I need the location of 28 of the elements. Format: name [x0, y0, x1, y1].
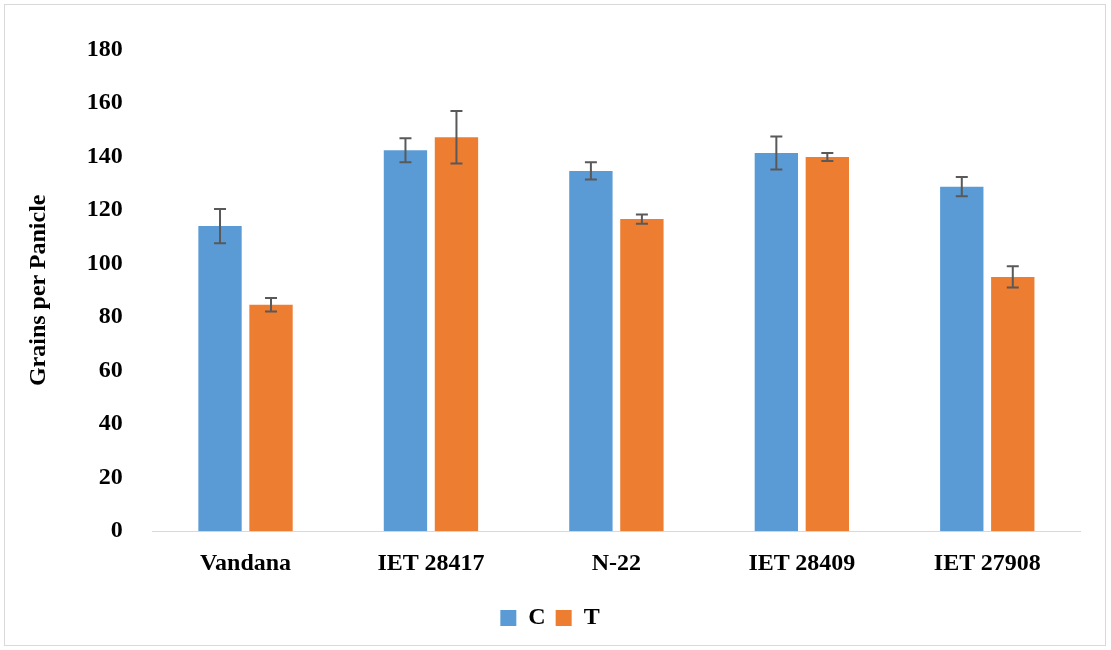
bar [754, 152, 799, 532]
x-tick-label: IET 27908 [933, 548, 1041, 575]
y-axis-title: Grains per Panicle [23, 194, 50, 387]
y-tick-label: 0 [110, 516, 123, 543]
x-tick-label: IET 28417 [377, 548, 485, 575]
legend-label: T [583, 603, 600, 630]
bar [434, 137, 479, 532]
y-tick-label: 120 [86, 195, 123, 222]
legend-label: C [528, 603, 546, 630]
y-tick-label: 160 [86, 88, 123, 115]
x-tick-label: Vandana [199, 548, 292, 575]
y-tick-label: 180 [86, 34, 123, 61]
y-tick-label: 60 [98, 355, 123, 382]
x-tick-label: N-22 [591, 548, 642, 575]
y-tick-label: 20 [98, 462, 123, 489]
y-tick-label: 40 [98, 409, 123, 436]
bar [940, 186, 984, 532]
y-tick-label: 80 [98, 302, 123, 329]
y-tick-label: 140 [86, 141, 123, 168]
bar [383, 150, 428, 532]
bar [569, 170, 613, 532]
bar [620, 219, 664, 532]
bar [991, 276, 1035, 532]
x-tick-label: IET 28409 [748, 548, 856, 575]
y-tick-label: 100 [86, 248, 123, 275]
bar [198, 226, 242, 532]
bar [805, 157, 850, 532]
bar [249, 304, 293, 532]
